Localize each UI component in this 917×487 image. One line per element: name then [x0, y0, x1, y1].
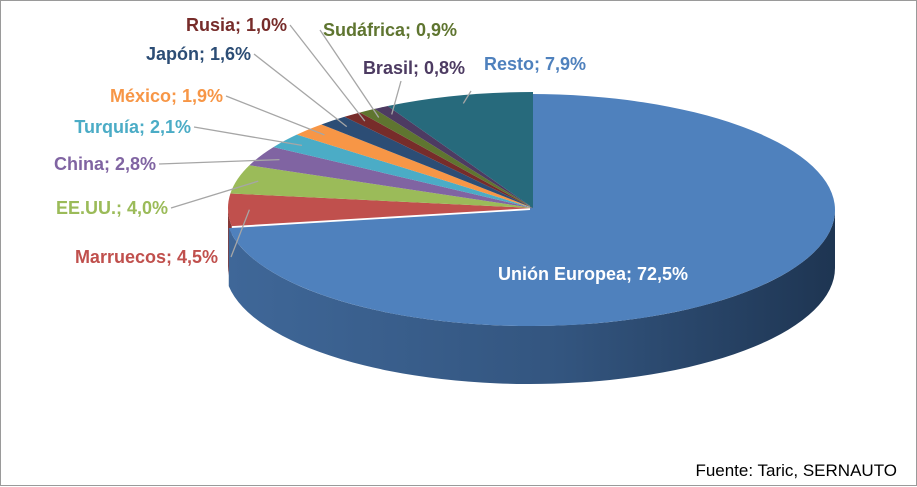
pie-side-uni-n-europea — [228, 210, 835, 384]
leader-line — [319, 29, 380, 118]
data-label-uni-n-europea: Unión Europea; 72,5% — [498, 264, 688, 284]
pie-slice-rusia — [344, 112, 533, 208]
data-label-ee-uu-: EE.UU.; 4,0% — [56, 198, 168, 218]
leader-line — [391, 80, 402, 115]
data-label-sud-frica: Sudáfrica; 0,9% — [323, 20, 457, 40]
pie-slice-jap-n — [321, 116, 533, 208]
leader-line — [170, 180, 259, 209]
data-label-jap-n: Japón; 1,6% — [146, 44, 251, 64]
source-note: Fuente: Taric, SERNAUTO — [695, 461, 897, 480]
data-label-rusia: Rusia; 1,0% — [186, 15, 287, 35]
pie-slice-resto — [387, 92, 533, 208]
leader-line — [253, 53, 348, 128]
leader-line — [230, 209, 250, 258]
pie-slice-marruecos — [228, 193, 533, 227]
pie-slice-turqu-a — [273, 134, 533, 208]
leader-line — [158, 158, 280, 165]
data-label-china: China; 2,8% — [54, 154, 156, 174]
pie-slice-brasil — [374, 105, 533, 208]
leader-line — [462, 90, 472, 104]
pie-slice-uni-n-europea — [228, 94, 835, 326]
leader-line — [225, 95, 325, 136]
data-label-m-xico: México; 1,9% — [110, 86, 223, 106]
leader-line — [193, 126, 303, 147]
pie-slice-m-xico — [296, 124, 533, 208]
data-label-brasil: Brasil; 0,8% — [363, 58, 465, 78]
data-label-turqu-a: Turquía; 2,1% — [74, 117, 191, 137]
pie-slice-ee-uu- — [230, 165, 533, 208]
data-label-resto: Resto; 7,9% — [484, 54, 586, 74]
leader-line — [289, 24, 366, 122]
data-label-marruecos: Marruecos; 4,5% — [75, 247, 218, 267]
pie-slice-sud-frica — [359, 108, 533, 208]
pie-slice-china — [249, 147, 534, 208]
